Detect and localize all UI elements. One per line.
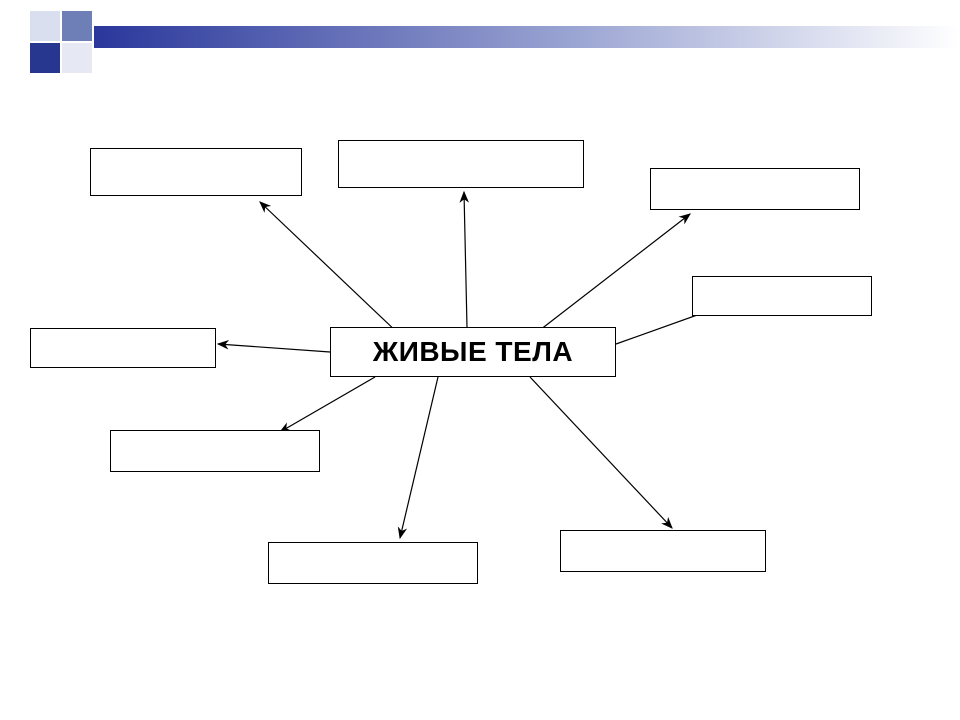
slide: ЖИВЫЕ ТЕЛА [0, 0, 960, 720]
edge [218, 344, 330, 352]
node-3 [650, 168, 860, 210]
header-square-3 [29, 42, 61, 74]
node-8 [560, 530, 766, 572]
header-square-1 [29, 10, 61, 42]
node-6 [110, 430, 320, 472]
edge [530, 377, 672, 528]
edge [400, 377, 438, 538]
header-square-4 [61, 42, 93, 74]
node-2 [338, 140, 584, 188]
header-bar [93, 26, 960, 48]
node-1 [90, 148, 302, 196]
node-7 [268, 542, 478, 584]
edge [280, 377, 375, 432]
center-node: ЖИВЫЕ ТЕЛА [330, 327, 616, 377]
edge [464, 192, 467, 327]
edge [540, 214, 690, 330]
edge [260, 202, 400, 335]
node-4 [692, 276, 872, 316]
center-node-label: ЖИВЫЕ ТЕЛА [373, 336, 573, 368]
node-5 [30, 328, 216, 368]
header-square-2 [61, 10, 93, 42]
